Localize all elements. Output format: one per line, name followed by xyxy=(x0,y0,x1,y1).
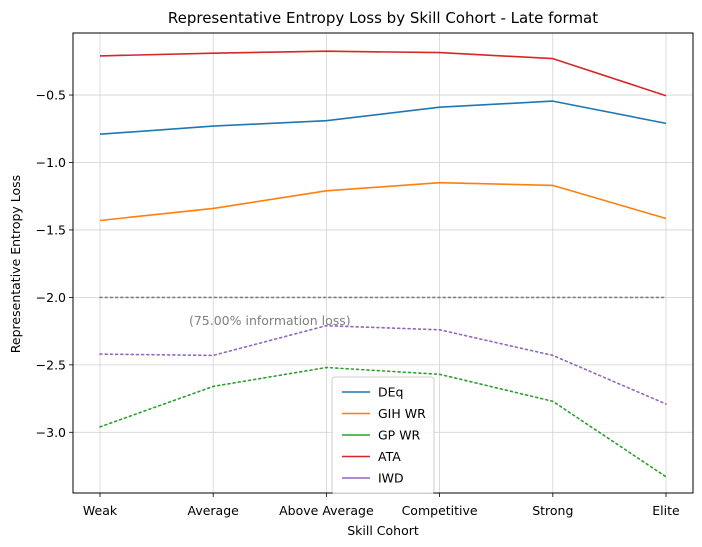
y-axis-ticks: −3.0 −2.5 −2.0 −1.5 −1.0 −0.5 xyxy=(36,88,73,440)
legend-label: DEq xyxy=(378,385,403,400)
series-line-deq xyxy=(99,100,667,135)
series-line-ata xyxy=(99,50,667,97)
x-tick-label: Elite xyxy=(652,503,680,518)
x-tick-label: Strong xyxy=(532,503,573,518)
y-tick-label: −2.5 xyxy=(36,357,66,372)
x-axis-ticks: Weak Average Above Average Competitive Stron… xyxy=(83,493,680,518)
y-axis-title: Representative Entropy Loss xyxy=(8,175,23,353)
legend-label: GIH WR xyxy=(378,406,426,421)
series-line-iwd xyxy=(99,324,667,405)
x-tick-label: Above Average xyxy=(279,503,374,518)
y-tick-label: −1.0 xyxy=(36,155,66,170)
x-axis-title: Skill Cohort xyxy=(347,523,419,538)
x-tick-label: Competitive xyxy=(402,503,478,518)
series-line-gp-wr xyxy=(99,366,667,478)
x-tick-label: Weak xyxy=(83,503,118,518)
chart-title: Representative Entropy Loss by Skill Coh… xyxy=(168,9,598,27)
series-lines xyxy=(99,50,667,478)
x-tick-label: Average xyxy=(188,503,240,518)
legend: DEq GIH WR GP WR ATA IWD xyxy=(331,376,435,494)
legend-box xyxy=(331,376,435,494)
legend-label: GP WR xyxy=(378,428,421,443)
y-tick-label: −0.5 xyxy=(36,88,66,103)
information-loss-annotation: (75.00% information loss) xyxy=(189,313,351,328)
y-tick-label: −3.0 xyxy=(36,425,66,440)
y-tick-label: −2.0 xyxy=(36,290,66,305)
legend-label: ATA xyxy=(378,449,401,464)
legend-label: IWD xyxy=(378,471,404,486)
y-tick-label: −1.5 xyxy=(36,222,66,237)
series-line-gih-wr xyxy=(99,181,667,222)
